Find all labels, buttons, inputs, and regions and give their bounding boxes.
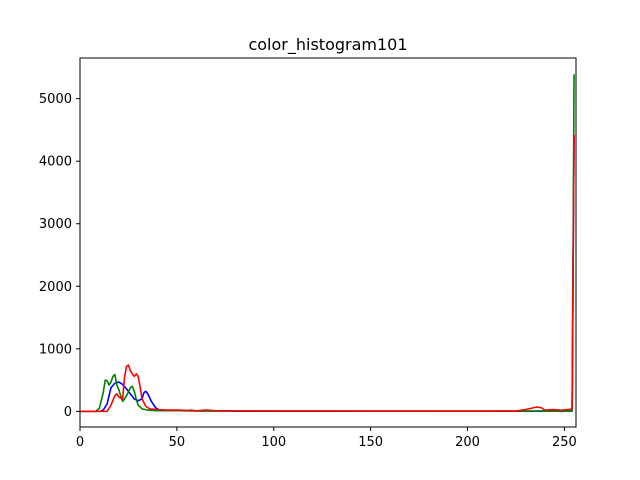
series-line-2 [80,134,575,413]
x-tick-label-0: 0 [76,435,84,450]
chart-title: color_histogram101 [248,35,407,55]
y-tick-label-1: 1000 [39,342,72,357]
series-line-1 [80,74,575,413]
plot-frame [79,57,577,428]
x-tick-label-5: 250 [552,435,577,450]
series-layer [80,74,575,413]
y-tick-label-2: 2000 [39,280,72,295]
x-axis: 0 50 100 150 200 250 [76,427,577,450]
y-axis: 0 1000 2000 3000 4000 5000 [39,92,80,420]
x-tick-label-1: 50 [169,435,186,450]
y-tick-label-5: 5000 [39,92,72,107]
y-tick-label-3: 3000 [39,217,72,232]
x-tick-label-3: 150 [358,435,383,450]
x-tick-label-2: 100 [261,435,286,450]
y-tick-label-0: 0 [64,405,72,420]
x-tick-label-4: 200 [455,435,480,450]
series-line-0 [80,136,575,413]
y-tick-label-4: 4000 [39,155,72,170]
